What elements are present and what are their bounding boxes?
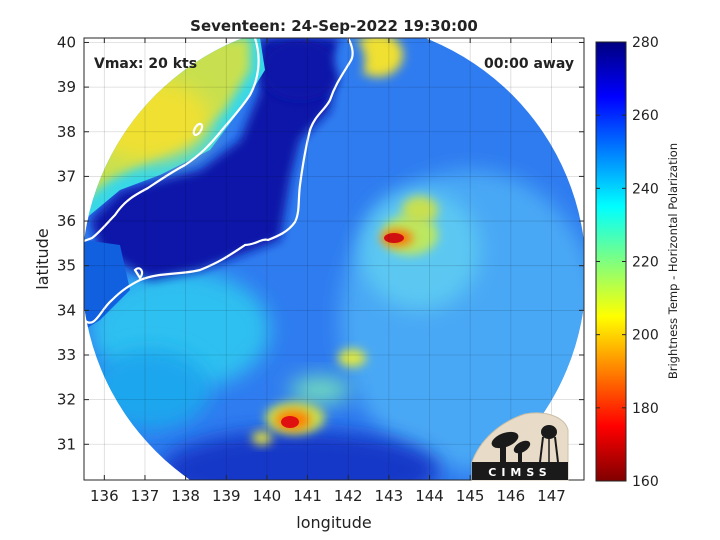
colorbar-tick-label: 180 xyxy=(632,401,659,417)
y-tick-label: 32 xyxy=(57,391,76,409)
x-tick-label: 139 xyxy=(212,487,241,505)
y-tick-label: 35 xyxy=(57,257,76,275)
colorbar-label: Brightness Temp - Horizontal Polarizatio… xyxy=(666,143,680,379)
x-tick-label: 140 xyxy=(253,487,282,505)
y-tick-label: 40 xyxy=(57,33,76,51)
colorbar-tick-label: 160 xyxy=(632,474,659,490)
logo-text: CIMSS xyxy=(488,466,551,479)
x-tick-label: 136 xyxy=(90,487,119,505)
colorbar xyxy=(595,41,627,482)
water-tower-icon xyxy=(539,425,559,463)
swath-heatmap xyxy=(84,38,584,480)
y-tick-label: 39 xyxy=(57,78,76,96)
x-axis-label: longitude xyxy=(296,513,371,532)
x-tick-label: 137 xyxy=(131,487,160,505)
vmax-annotation: Vmax: 20 kts xyxy=(94,56,197,72)
y-tick-label: 38 xyxy=(57,123,76,141)
satellite-dish-icon xyxy=(491,431,531,462)
y-tick-label: 36 xyxy=(57,212,76,230)
y-tick-label: 31 xyxy=(57,435,76,453)
colorbar-tick-label: 260 xyxy=(632,108,659,124)
colorbar-tick-label: 200 xyxy=(632,328,659,344)
y-tick-label: 34 xyxy=(57,301,76,319)
coastline xyxy=(84,38,354,324)
axes-box xyxy=(83,37,585,481)
colorbar-tick-label: 280 xyxy=(632,35,659,51)
colorbar-ticks: 160 180 200 220 240 260 280 xyxy=(596,35,659,490)
x-tick-label: 141 xyxy=(293,487,322,505)
x-tick-label: 142 xyxy=(334,487,363,505)
time-away-annotation: 00:00 away xyxy=(484,56,574,72)
x-tick-label: 144 xyxy=(415,487,444,505)
x-tick-label: 146 xyxy=(497,487,526,505)
y-tick-label: 33 xyxy=(57,346,76,364)
axis-ticks: 136 137 138 139 140 141 142 143 144 145 146 147 31 32… xyxy=(57,33,584,505)
grid xyxy=(84,38,584,480)
x-tick-label: 147 xyxy=(537,487,566,505)
x-tick-label: 138 xyxy=(171,487,200,505)
x-tick-label: 145 xyxy=(456,487,485,505)
colorbar-tick-label: 220 xyxy=(632,255,659,271)
x-tick-label: 143 xyxy=(375,487,404,505)
chart-title: Seventeen: 24-Sep-2022 19:30:00 xyxy=(190,17,478,35)
y-tick-label: 37 xyxy=(57,167,76,185)
cimss-logo: CIMSS xyxy=(471,412,569,481)
colorbar-tick-label: 240 xyxy=(632,181,659,197)
y-axis-label: latitude xyxy=(33,228,52,289)
